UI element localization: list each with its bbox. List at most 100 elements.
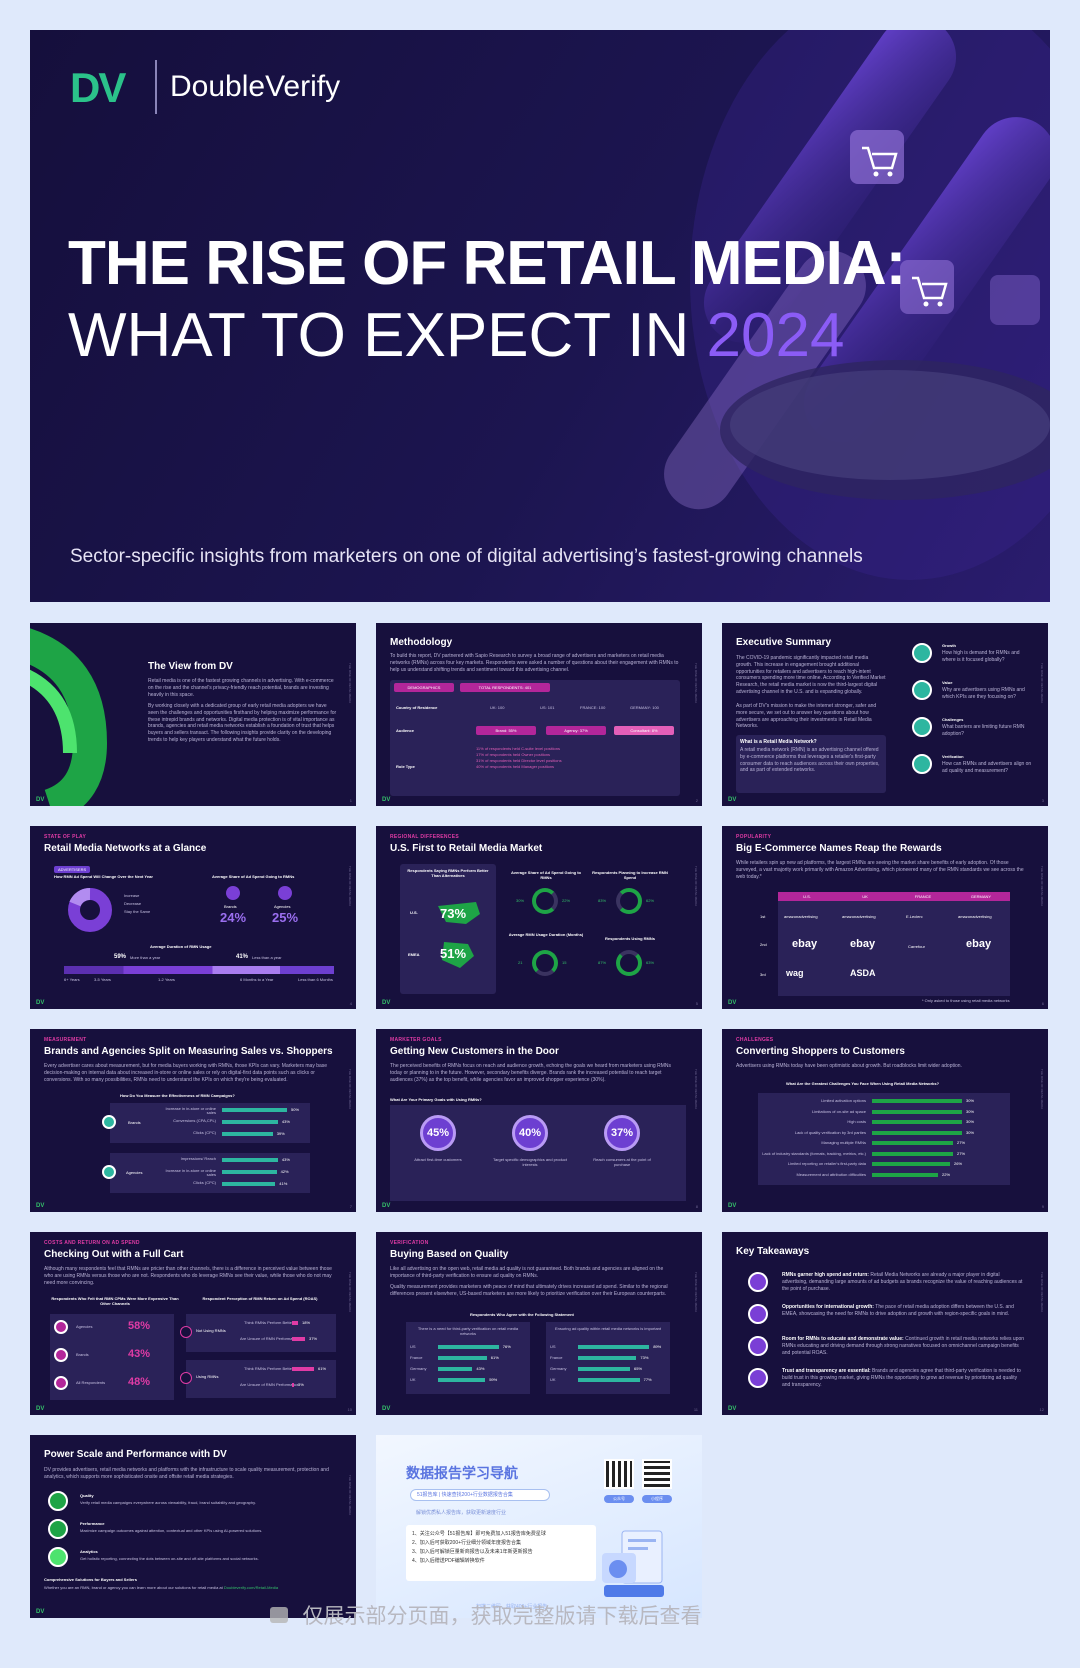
quality-bar bbox=[578, 1356, 637, 1360]
not-using-think-value: 18% bbox=[302, 1320, 311, 1325]
quality-label: France bbox=[410, 1355, 423, 1360]
increase-us: 83% bbox=[598, 898, 607, 903]
goal-circle bbox=[420, 1115, 456, 1151]
slide-challenges: CHALLENGES Converting Shoppers to Custom… bbox=[722, 1029, 1048, 1212]
using-emea: 63% bbox=[646, 960, 655, 965]
slide-executive-summary: Executive Summary The COVID-19 pandemic … bbox=[722, 623, 1048, 806]
not-using-below-value: 37% bbox=[309, 1336, 318, 1341]
brands-label: Brands bbox=[224, 904, 237, 909]
exec-item-heading: Growth bbox=[942, 643, 956, 648]
cpm-row-value: 58% bbox=[128, 1320, 151, 1332]
cover-illustration bbox=[664, 30, 1050, 580]
measure-bar bbox=[222, 1170, 277, 1174]
slide-paragraph: To build this report, DV partnered with … bbox=[390, 653, 679, 673]
measure-row-label: Increase in in-store or online sales bbox=[165, 1106, 216, 1115]
measure-bar bbox=[222, 1182, 276, 1186]
promo-search-box[interactable]: 51报告库 | 快速查找200+行业数据报告合集 bbox=[410, 1489, 550, 1501]
goal-circle bbox=[512, 1115, 548, 1151]
challenges-panel bbox=[758, 1093, 1010, 1185]
quality-value: 43% bbox=[476, 1366, 485, 1371]
challenge-bar bbox=[872, 1120, 962, 1124]
measure-row-label: Clicks (CPC) bbox=[193, 1130, 216, 1135]
role-item: 17% of respondents held Owner positions bbox=[476, 752, 551, 757]
page-number: 7 bbox=[349, 1204, 352, 1209]
role-item: 11% of respondents held C-suite level po… bbox=[476, 746, 560, 751]
exec-item-text: What barriers are limiting future RMN ad… bbox=[942, 724, 1025, 737]
section-label: REGIONAL DIFFERENCES bbox=[390, 834, 459, 840]
audience-label: Audience bbox=[396, 728, 415, 733]
side-running-title: THE RISE OF RETAIL MEDIA bbox=[348, 663, 352, 704]
page-number: 9 bbox=[1041, 1204, 1044, 1209]
measure-value: 41% bbox=[279, 1181, 288, 1186]
retail-media-link[interactable]: Doubleverify.com/Retail-Media bbox=[223, 1585, 279, 1590]
col-us: U.S. bbox=[778, 892, 836, 901]
promo-sub: 解锁优质私人报告库，获取更新速度行业 bbox=[416, 1510, 507, 1516]
dv-footer-logo: DV bbox=[36, 1406, 45, 1412]
role-label: Role Type bbox=[396, 764, 415, 769]
power-item-text: Get holistic reporting, connecting the d… bbox=[80, 1556, 259, 1561]
using-us: 87% bbox=[598, 960, 607, 965]
slide-us-first: REGIONAL DIFFERENCES U.S. First to Retai… bbox=[376, 826, 702, 1009]
dv-logo-text: DoubleVerify bbox=[170, 70, 341, 103]
chart-icon bbox=[748, 1304, 768, 1324]
spend-change-donut bbox=[68, 888, 112, 932]
power-item-text: Maximize campaign outcomes against atten… bbox=[80, 1528, 263, 1533]
question: Respondents Who Agree with the Following… bbox=[470, 1312, 574, 1317]
slide-paragraph: Although many respondents feel that RMNs… bbox=[44, 1266, 332, 1286]
measure-value: 50% bbox=[291, 1107, 300, 1112]
slide-title: Converting Shoppers to Customers bbox=[736, 1046, 905, 1057]
quality-value: 77% bbox=[643, 1377, 652, 1382]
power-item-text: Verify retail media campaigns everywhere… bbox=[80, 1500, 256, 1505]
shield-icon bbox=[748, 1336, 768, 1356]
measure-value: 43% bbox=[281, 1119, 290, 1124]
takeaway-heading: Opportunities for international growth: bbox=[782, 1304, 874, 1310]
takeaway-text: Brands and agencies agree that third-par… bbox=[782, 1368, 1021, 1388]
measure-bar bbox=[222, 1120, 278, 1124]
challenge-value: 27% bbox=[957, 1150, 966, 1156]
slide-paragraph: The perceived benefits of RMNs focus on … bbox=[390, 1063, 671, 1083]
cpm-row-value: 48% bbox=[128, 1376, 151, 1388]
quality-value: 73% bbox=[640, 1355, 649, 1360]
page-number: 10 bbox=[347, 1407, 352, 1412]
slide-measurement: MEASUREMENT Brands and Agencies Split on… bbox=[30, 1029, 356, 1212]
role-item: 31% of respondents held Director level p… bbox=[476, 758, 562, 763]
logo-cell: amazonadvertising bbox=[784, 914, 818, 919]
challenge-bar bbox=[872, 1162, 950, 1166]
side-running-title: THE RISE OF RETAIL MEDIA bbox=[348, 1475, 352, 1516]
cpm-row-value: 43% bbox=[128, 1348, 151, 1360]
promo-list-item: 4、加入后赠送PDF编辑转换软件 bbox=[412, 1558, 485, 1564]
emea-map-icon bbox=[442, 942, 474, 968]
logo-cell: ebay bbox=[792, 938, 818, 950]
cover-subtitle: Sector-specific insights from marketers … bbox=[70, 546, 863, 567]
page-number: 3 bbox=[1041, 798, 1044, 803]
challenge-bar bbox=[872, 1109, 962, 1114]
dv-footer-logo: DV bbox=[36, 1000, 45, 1006]
lock-icon bbox=[270, 1607, 288, 1623]
roas-heading: Respondent Perception of RMN Return on A… bbox=[202, 1296, 318, 1301]
challenge-label: Limitations of on-site ad space bbox=[811, 1108, 866, 1114]
audience-consultant: Consultant: 8% bbox=[614, 726, 674, 735]
exec-item-heading: Value bbox=[942, 680, 953, 685]
cover-slide: DV DoubleVerify THE RISE OF RETAIL MEDIA… bbox=[30, 30, 1050, 602]
increase-gauge bbox=[616, 888, 642, 914]
using-below-value: 3% bbox=[298, 1382, 304, 1387]
promo-list-item: 1、关注公众号【51报告库】即可免费加入51报告库免费星球 bbox=[412, 1531, 546, 1537]
goal-value: 40% bbox=[518, 1127, 542, 1139]
using-think-value: 61% bbox=[318, 1366, 327, 1371]
country-fr: FRANCE: 100 bbox=[580, 705, 606, 710]
logo-cell: amazonadvertising bbox=[842, 914, 876, 919]
challenge-bar bbox=[872, 1151, 953, 1156]
challenge-label: Measurement and attribution difficulties bbox=[796, 1171, 866, 1177]
challenge-label: Lack of industry standards (formats, tra… bbox=[762, 1150, 866, 1156]
left-heading: There is a need for third-party verifica… bbox=[417, 1326, 519, 1336]
quality-label: Germany bbox=[550, 1366, 567, 1371]
power-item-heading: Performance bbox=[80, 1521, 105, 1526]
cover-title-line2-text: WHAT TO EXPECT IN bbox=[68, 301, 707, 370]
footer-text-body: Whether you are an RMN, brand or agency … bbox=[44, 1585, 224, 1590]
right-heading: Ensuring ad quality within retail media … bbox=[554, 1326, 662, 1331]
exec-item-heading: Verification bbox=[942, 754, 964, 759]
power-item-heading: Analytics bbox=[80, 1549, 98, 1554]
slide-rmn-at-a-glance: STATE OF PLAY Retail Media Networks at a… bbox=[30, 826, 356, 1009]
section-label: MEASUREMENT bbox=[44, 1037, 87, 1043]
duration-less-text: Less than a year bbox=[252, 955, 282, 960]
